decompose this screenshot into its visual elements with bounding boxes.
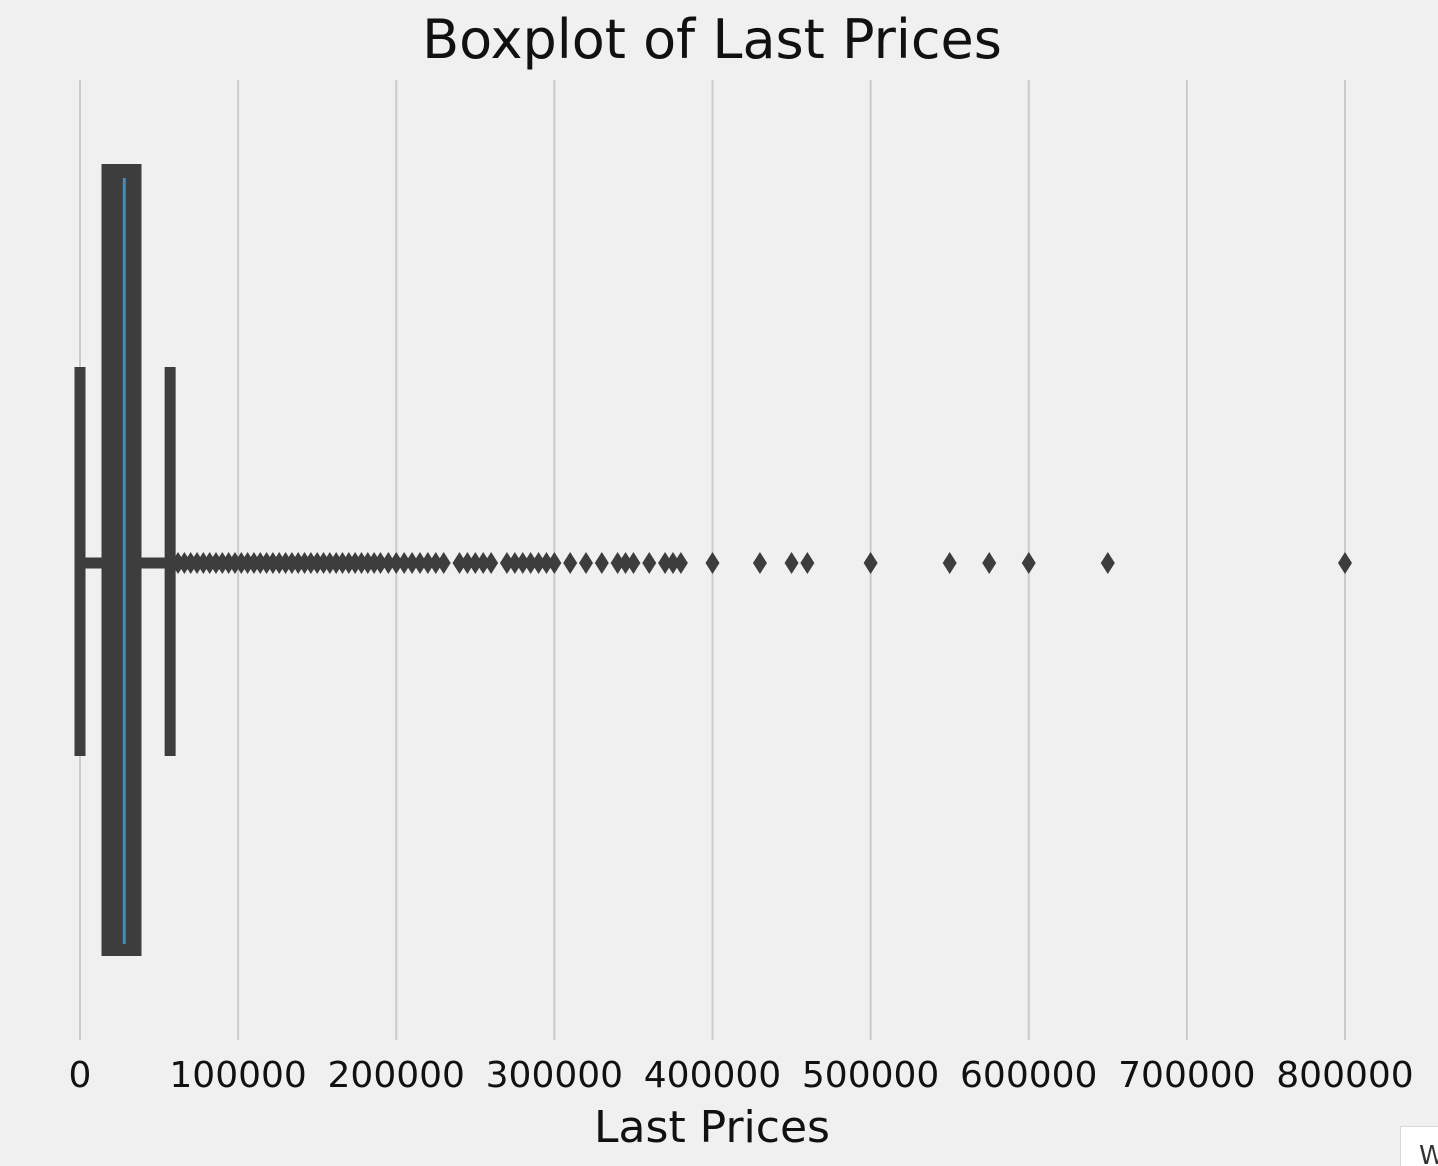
- outlier-point-45: [476, 552, 491, 574]
- outlier-point-39: [420, 552, 435, 574]
- outlier-point-36: [397, 552, 412, 574]
- iqr-box: [101, 164, 142, 956]
- outlier-point-44: [468, 552, 483, 574]
- outlier-point-38: [412, 552, 427, 574]
- x-tick-label-800000: 800000: [1276, 1055, 1413, 1096]
- outlier-point-33: [373, 552, 388, 574]
- outlier-point-41: [436, 552, 451, 574]
- x-tick-label-300000: 300000: [486, 1055, 623, 1096]
- outlier-point-66: [784, 552, 799, 574]
- outlier-point-60: [642, 552, 657, 574]
- corner-popup-text: W: [1419, 1141, 1438, 1166]
- outlier-point-34: [381, 552, 396, 574]
- outlier-point-43: [460, 552, 475, 574]
- outlier-point-71: [1021, 552, 1036, 574]
- x-tick-label-600000: 600000: [960, 1055, 1097, 1096]
- outlier-point-67: [800, 552, 815, 574]
- outlier-point-50: [523, 552, 538, 574]
- outlier-point-40: [428, 552, 443, 574]
- outlier-point-73: [1338, 552, 1352, 574]
- outlier-point-37: [405, 552, 420, 574]
- outlier-point-72: [1100, 552, 1115, 574]
- x-tick-label-100000: 100000: [169, 1055, 306, 1096]
- outlier-point-69: [942, 552, 957, 574]
- chart-title: Boxplot of Last Prices: [422, 8, 1002, 71]
- outlier-point-62: [665, 552, 680, 574]
- outlier-point-58: [618, 552, 633, 574]
- outlier-point-57: [610, 552, 625, 574]
- outlier-point-51: [531, 552, 546, 574]
- outlier-point-46: [484, 552, 499, 574]
- outlier-point-70: [982, 552, 997, 574]
- outlier-point-56: [594, 552, 609, 574]
- x-tick-label-200000: 200000: [328, 1055, 465, 1096]
- outlier-point-49: [515, 552, 530, 574]
- x-tick-label-500000: 500000: [802, 1055, 939, 1096]
- x-tick-label-0: 0: [69, 1055, 92, 1096]
- outlier-point-48: [507, 552, 522, 574]
- outlier-point-53: [547, 552, 562, 574]
- outlier-point-61: [658, 552, 673, 574]
- outlier-point-35: [389, 552, 404, 574]
- x-tick-labels: 0 100000 200000 300000 400000 500000 600000 700…: [69, 1055, 1414, 1096]
- outlier-point-54: [563, 552, 578, 574]
- outlier-point-68: [863, 552, 878, 574]
- x-tick-label-400000: 400000: [644, 1055, 781, 1096]
- x-tick-label-700000: 700000: [1118, 1055, 1255, 1096]
- outlier-point-63: [673, 552, 688, 574]
- box-and-whiskers: [74, 164, 176, 956]
- outlier-points: [164, 552, 1352, 574]
- outlier-point-65: [752, 552, 767, 574]
- outlier-point-64: [705, 552, 720, 574]
- outlier-point-55: [579, 552, 593, 574]
- outlier-point-52: [539, 552, 554, 574]
- outlier-point-42: [452, 552, 467, 574]
- x-axis-label: Last Prices: [594, 1102, 830, 1153]
- outlier-point-47: [499, 552, 514, 574]
- corner-popup[interactable]: W: [1400, 1126, 1438, 1166]
- outlier-point-59: [626, 552, 641, 574]
